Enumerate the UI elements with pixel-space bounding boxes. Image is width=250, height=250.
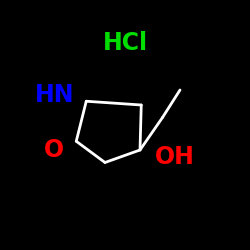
Text: O: O <box>44 138 64 162</box>
Text: HN: HN <box>35 83 75 107</box>
Text: OH: OH <box>155 146 195 170</box>
Text: HCl: HCl <box>102 30 148 54</box>
